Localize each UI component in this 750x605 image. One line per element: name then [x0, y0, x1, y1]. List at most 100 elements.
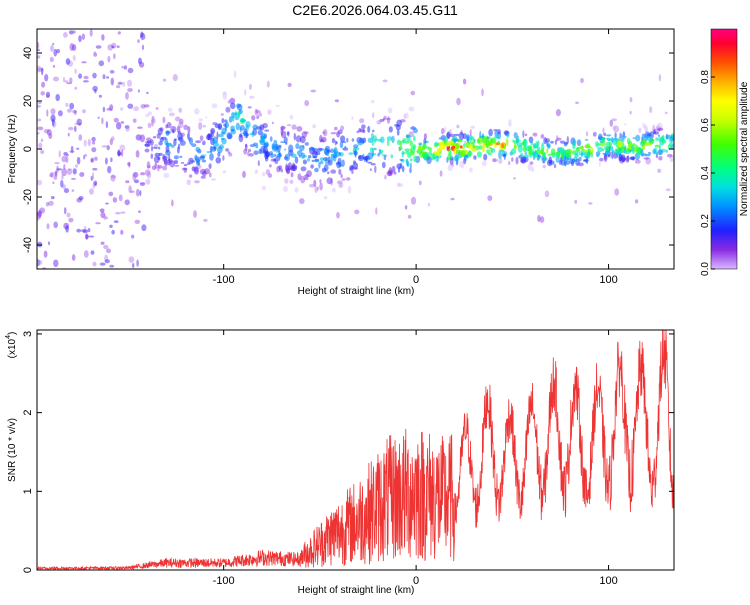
- spectrogram-cell: [231, 115, 235, 122]
- spectrogram-cell: [289, 179, 294, 184]
- spectrogram-cell: [553, 163, 557, 169]
- spectrogram-cell: [401, 150, 405, 158]
- spectrogram-cell: [641, 136, 644, 141]
- spectrogram-cell: [71, 189, 75, 192]
- spectrogram-cell: [120, 121, 125, 124]
- spectrogram-cell: [476, 138, 481, 144]
- spectrogram-cell: [151, 119, 154, 127]
- spectrogram-cell: [44, 74, 49, 82]
- spectrogram-cell: [110, 174, 116, 182]
- spectrogram-cell: [136, 259, 139, 267]
- spectrogram-cell: [322, 157, 329, 162]
- spectrogram-cell: [279, 144, 282, 149]
- spectrogram-cell: [139, 182, 146, 186]
- spectrogram-cell: [476, 151, 483, 158]
- spectrogram-cell: [669, 141, 674, 147]
- spectrogram-cell: [537, 156, 541, 159]
- spectrogram-cell: [146, 178, 151, 185]
- spectrogram-cell: [275, 149, 279, 153]
- spectrogram-cell: [444, 137, 449, 143]
- spectrogram-cell: [405, 150, 410, 155]
- spectrogram-cell: [158, 146, 161, 150]
- spectrogram-cell: [133, 179, 140, 184]
- spectrogram-cell: [364, 155, 371, 161]
- spectrogram-cell: [291, 153, 297, 158]
- spectrogram-cell: [221, 118, 225, 124]
- spectrogram-cell: [242, 170, 246, 178]
- spectrogram-cell: [220, 113, 224, 116]
- spectrogram-cell: [167, 143, 173, 146]
- spectrogram-cell: [341, 178, 346, 181]
- spectrogram-cell: [611, 152, 614, 160]
- spectrogram-cell: [367, 161, 372, 164]
- spectrogram-cell: [413, 155, 417, 163]
- spectrogram-cell: [304, 142, 309, 146]
- spectrogram-cell: [110, 175, 117, 179]
- spectrogram-cell: [319, 179, 322, 184]
- spectrogram-cell: [152, 136, 157, 139]
- spectrogram-cell: [90, 250, 95, 255]
- spectrogram-cell: [116, 122, 122, 130]
- spectrogram-cell: [92, 85, 98, 92]
- spectrogram-cell: [120, 211, 126, 214]
- spectrogram-cell: [63, 32, 68, 38]
- spectrogram-cell: [92, 167, 98, 171]
- spectrogram-cell: [290, 172, 294, 178]
- spectrogram-cell: [401, 165, 405, 173]
- spectrogram-cell: [396, 129, 400, 136]
- y-tick-label: 40: [22, 47, 34, 59]
- spectrogram-cell: [222, 91, 227, 96]
- spectrogram-cell: [108, 191, 114, 197]
- spectrogram-cell: [143, 104, 150, 108]
- spectrogram-cell: [625, 155, 630, 163]
- spectrogram-cell: [53, 76, 59, 82]
- spectrogram-cell: [202, 140, 206, 146]
- spectrogram-cell: [314, 158, 320, 162]
- spectrogram-cell: [221, 137, 227, 145]
- spectrogram-cell: [611, 118, 617, 122]
- spectrogram-cell: [510, 148, 517, 155]
- spectrogram-cell: [408, 131, 414, 138]
- spectrogram-cell: [72, 30, 76, 34]
- spectrogram-cell: [428, 150, 432, 157]
- spectrogram-cell: [438, 141, 445, 150]
- spectrogram-cell: [620, 154, 626, 163]
- spectrogram-cell: [289, 114, 294, 120]
- spectrogram-cell: [70, 145, 74, 154]
- spectrogram-cell: [456, 124, 460, 129]
- y-tick-label: 20: [22, 95, 34, 107]
- spectrogram-cell: [469, 129, 472, 136]
- spectrogram-cell: [230, 125, 236, 132]
- spectrogram-cell: [163, 173, 170, 178]
- spectrogram-cell: [135, 188, 140, 197]
- spectrogram-cell: [538, 149, 543, 155]
- spectrogram-cell: [79, 172, 85, 177]
- spectrogram-cell: [43, 129, 50, 134]
- spectrogram-cell: [109, 264, 115, 268]
- spectrogram-cell: [447, 164, 453, 172]
- spectrogram-cell: [243, 148, 248, 155]
- spectrogram-cell: [304, 100, 310, 107]
- spectrogram-cell: [409, 163, 412, 169]
- spectrogram-cell: [653, 129, 656, 135]
- spectrogram-cell: [469, 167, 473, 173]
- spectrogram-cell: [104, 157, 108, 165]
- spectrogram-cell: [37, 118, 42, 122]
- spectrogram-cell: [439, 170, 443, 177]
- spectrogram-cell: [139, 190, 142, 197]
- x-tick-label: -100: [213, 274, 235, 286]
- spectrogram-cell: [608, 146, 612, 152]
- spectrogram-cell: [423, 133, 427, 140]
- spectrogram-cell: [304, 131, 309, 135]
- spectrogram-cell: [636, 147, 642, 156]
- spectrogram-cell: [283, 185, 288, 192]
- spectrogram-cell: [566, 136, 569, 144]
- spectrogram-cell: [64, 80, 69, 83]
- spectrogram-cell: [607, 138, 613, 141]
- spectrogram-cell: [369, 168, 372, 172]
- spectrogram-cell: [84, 153, 88, 157]
- spectrogram-cell: [334, 99, 340, 103]
- spectrogram-cell: [63, 188, 70, 194]
- spectrogram-cell: [592, 131, 597, 137]
- spectrogram-cell: [155, 107, 159, 110]
